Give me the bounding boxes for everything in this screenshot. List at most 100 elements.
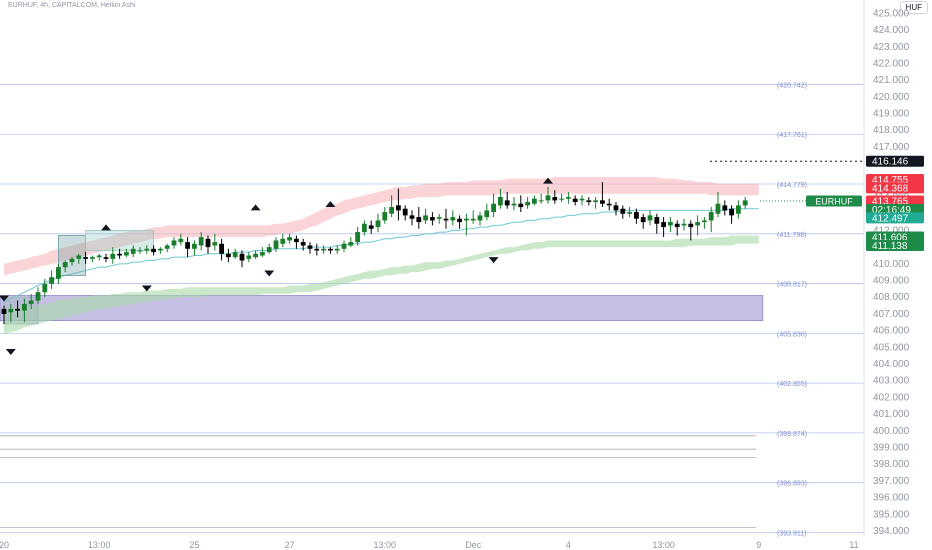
symbol-tag-bg: [806, 195, 862, 207]
price-label: 414.368: [872, 183, 909, 194]
price-label-bg: [866, 182, 924, 194]
candle-body: [640, 217, 646, 223]
candle-body: [647, 215, 653, 221]
candle-body: [62, 262, 68, 268]
x-tick-label: Dec: [465, 540, 482, 550]
candle-body: [572, 198, 578, 203]
x-tick-label: 20: [0, 540, 9, 550]
level-label: (393.911): [777, 530, 806, 537]
y-tick-label: 421.000: [873, 75, 910, 86]
y-tick-label: 396.000: [873, 493, 910, 504]
candle-body: [137, 250, 143, 252]
level-label: (405.836): [777, 331, 807, 338]
candle-body: [613, 205, 619, 211]
candle-body: [375, 220, 381, 228]
candle-body: [328, 248, 333, 251]
price-label: 413.765: [872, 196, 909, 207]
candle-body: [498, 197, 503, 206]
candle-body: [69, 258, 75, 263]
fractal-down: [264, 270, 275, 277]
x-tick-label: 13:00: [652, 540, 675, 550]
candle-body: [321, 248, 326, 251]
x-tick-label: 4: [566, 540, 571, 550]
price-label-bg: [866, 195, 924, 207]
candle-body: [42, 283, 48, 293]
candle-body: [396, 205, 401, 211]
fractal-down: [0, 295, 9, 302]
candle-body: [504, 200, 510, 206]
price-label: 414.755: [872, 175, 909, 186]
candle-body: [402, 208, 408, 216]
time-axis: 20 13:00 25 27 13:00 Dec 4 13:00 9 11: [0, 540, 859, 550]
y-tick-label: 412.000: [873, 225, 910, 236]
x-tick-label: 13:00: [88, 540, 111, 550]
candle-body: [634, 212, 639, 219]
level-label: (417.761): [777, 132, 807, 139]
candle-body: [212, 242, 218, 246]
y-tick-label: 398.000: [873, 459, 910, 470]
y-tick-label: 405.000: [873, 342, 910, 353]
range-box: [85, 230, 154, 251]
candle-body: [287, 237, 292, 241]
candle-body: [722, 205, 728, 211]
candle-body: [457, 218, 462, 223]
y-tick-label: 419.000: [873, 109, 910, 120]
y-tick-label: 399.000: [873, 443, 910, 454]
y-tick-label: 407.000: [873, 309, 910, 320]
fractal-up: [250, 204, 261, 211]
y-tick-label: 410.000: [873, 259, 910, 270]
candle-body: [35, 292, 41, 301]
level-lines: (420.742) (417.761) (414.779) (411.798) (408…: [0, 82, 864, 537]
level-label: (402.855): [777, 381, 807, 388]
x-tick-label: 11: [849, 540, 858, 550]
fractal-down: [5, 348, 16, 355]
candle-body: [15, 308, 20, 311]
y-tick-label: 406.000: [873, 326, 910, 337]
x-tick-label: 9: [756, 540, 761, 550]
y-tick-label: 397.000: [873, 476, 910, 487]
candle-body: [511, 203, 517, 206]
candle-body: [198, 237, 204, 246]
candle-body: [158, 248, 163, 251]
candle-body: [600, 200, 605, 204]
level-label: (399.874): [777, 431, 807, 438]
candle-body: [348, 242, 354, 246]
y-tick-label: 418.000: [873, 125, 910, 136]
currency-button[interactable]: HUF: [899, 1, 928, 14]
candle-body: [260, 252, 265, 256]
candle-body: [579, 198, 585, 201]
chart-title: EURHUF, 4h, CAPITALCOM, Heikin Ashi: [8, 2, 136, 9]
candle-body: [484, 210, 490, 218]
symbol-tag: EURHUF: [815, 196, 853, 206]
candle-body: [164, 245, 170, 249]
candle-body: [294, 238, 299, 243]
y-tick-label: 394.000: [873, 526, 910, 537]
fractal-up: [101, 224, 111, 231]
candle-body: [525, 202, 530, 206]
price-label-bg: [866, 174, 924, 186]
candle-body: [736, 205, 741, 214]
candle-body: [341, 243, 347, 249]
candle-body: [314, 248, 320, 251]
candle-body: [729, 208, 734, 216]
upper-band: [4, 176, 759, 276]
price-label-bg: [866, 231, 924, 243]
candle-body: [49, 277, 54, 284]
price-axis: 394.000 395.000 396.000 397.000 398.000 399.0…: [863, 0, 910, 537]
y-tick-label: 408.000: [873, 292, 910, 303]
candle-body: [545, 195, 551, 201]
candle-body: [606, 203, 612, 206]
level-label: (420.742): [777, 82, 807, 89]
candle-body: [409, 215, 415, 219]
candle-body: [430, 217, 435, 221]
y-tick-label: 424.000: [873, 25, 910, 36]
candle-body: [355, 232, 360, 243]
candle-body: [586, 200, 592, 203]
candle-body: [681, 223, 687, 226]
level-label: (414.779): [777, 182, 807, 189]
candle-body: [477, 215, 483, 221]
candle-body: [266, 247, 272, 253]
candle-body: [334, 248, 340, 251]
y-tick-label: 422.000: [873, 58, 910, 69]
